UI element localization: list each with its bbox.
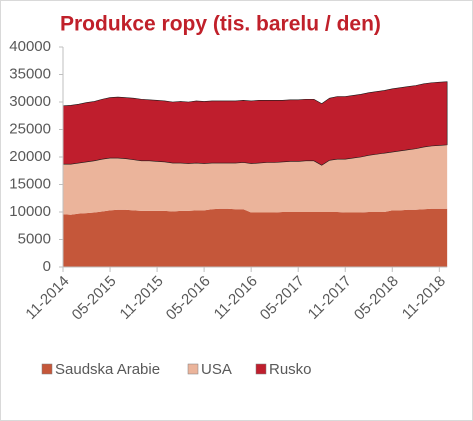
y-tick-label: 5000 xyxy=(18,230,51,247)
legend-swatch xyxy=(187,363,199,375)
y-tick-label: 35000 xyxy=(9,65,51,82)
chart-title: Produkce ropy (tis. barelu / den) xyxy=(60,13,381,36)
legend-swatch xyxy=(41,363,53,375)
y-tick-label: 15000 xyxy=(9,175,51,192)
y-tick-label: 0 xyxy=(43,258,51,275)
y-tick-label: 10000 xyxy=(9,203,51,220)
area xyxy=(63,144,448,215)
y-tick-label: 25000 xyxy=(9,120,51,137)
legend-label: Rusko xyxy=(269,361,312,378)
legend-label: USA xyxy=(201,361,232,378)
legend-swatch xyxy=(255,363,267,375)
area xyxy=(63,208,448,267)
legend-label: Saudska Arabie xyxy=(55,361,160,378)
y-tick-label: 20000 xyxy=(9,148,51,165)
y-tick-label: 40000 xyxy=(9,38,51,55)
area xyxy=(62,81,448,166)
y-tick-label: 30000 xyxy=(9,93,51,110)
